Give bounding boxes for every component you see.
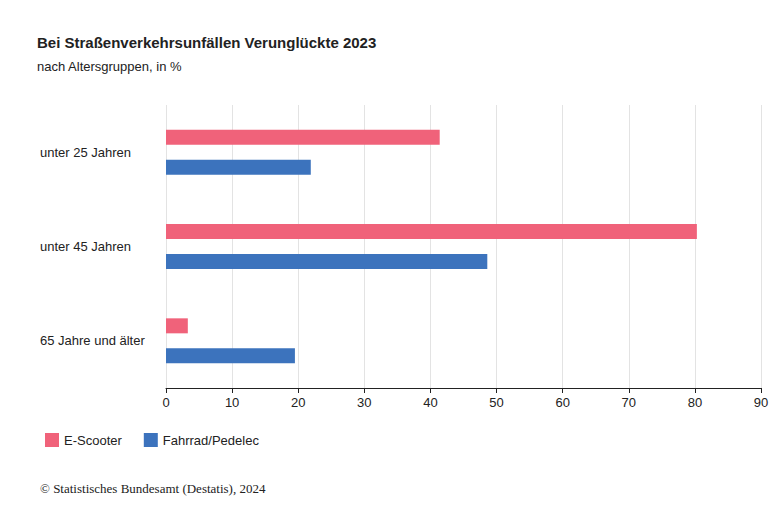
svg-text:65 Jahre und älter: 65 Jahre und älter (40, 333, 145, 348)
svg-text:40: 40 (423, 395, 437, 410)
svg-text:Bei Straßenverkehrsunfällen Ve: Bei Straßenverkehrsunfällen Verunglückte… (37, 34, 376, 51)
svg-text:© Statistisches Bundesamt (Des: © Statistisches Bundesamt (Destatis), 20… (40, 481, 266, 496)
svg-text:Fahrrad/Pedelec: Fahrrad/Pedelec (163, 433, 260, 448)
svg-text:60: 60 (555, 395, 569, 410)
svg-text:E-Scooter: E-Scooter (64, 433, 122, 448)
svg-text:30: 30 (357, 395, 371, 410)
svg-text:unter 45 Jahren: unter 45 Jahren (40, 239, 131, 254)
svg-text:50: 50 (489, 395, 503, 410)
svg-text:70: 70 (622, 395, 636, 410)
svg-text:nach Altersgruppen, in %: nach Altersgruppen, in % (37, 59, 182, 74)
svg-text:unter 25 Jahren: unter 25 Jahren (40, 145, 131, 160)
svg-text:0: 0 (162, 395, 169, 410)
svg-text:10: 10 (225, 395, 239, 410)
svg-text:90: 90 (754, 395, 768, 410)
svg-text:80: 80 (688, 395, 702, 410)
svg-text:20: 20 (291, 395, 305, 410)
